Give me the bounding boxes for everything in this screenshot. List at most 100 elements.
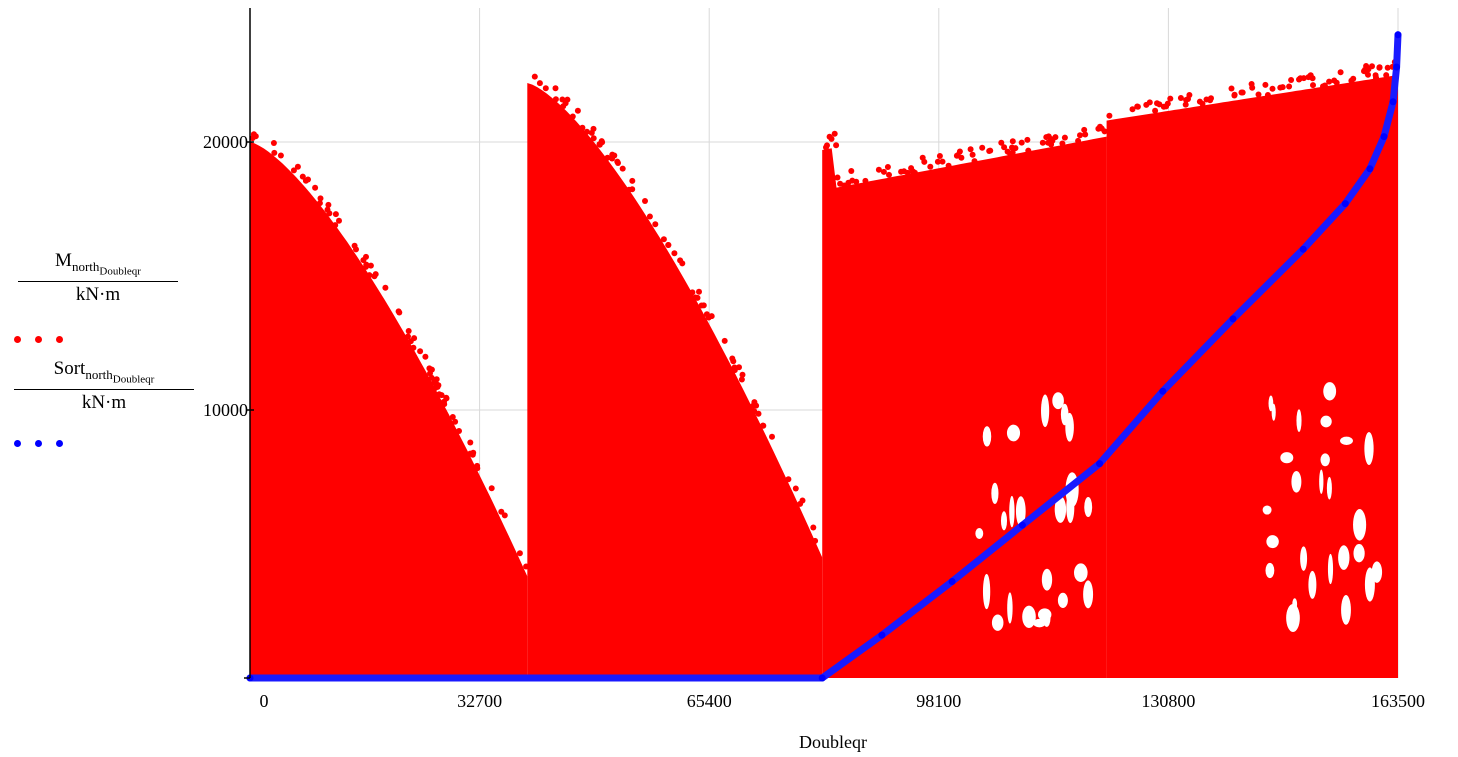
red-point [812,537,819,544]
series-m-north-points [249,59,1398,679]
red-point [958,154,965,161]
red-point [615,160,621,166]
red-point [1001,144,1008,151]
red-point [1248,81,1255,87]
red-point [1231,92,1238,99]
red-point [1279,84,1286,91]
red-point [436,391,443,398]
blue-point [1229,315,1237,323]
red-point [696,288,702,295]
red-point [467,439,474,446]
red-point [1152,107,1159,114]
sparse-gap [1262,505,1272,515]
red-point [362,263,369,270]
red-point [987,147,994,154]
red-point [833,142,840,149]
sparse-gap [1015,496,1026,527]
red-point [1300,75,1307,82]
red-point [1321,82,1328,89]
red-point [880,168,887,175]
red-point [336,217,342,224]
sparse-gap [1041,394,1050,428]
x-axis-title: Doubleqr [799,732,867,752]
sparse-gap [1353,509,1367,541]
red-point [810,524,817,531]
red-point [410,344,417,351]
red-point [642,198,648,204]
red-point [619,165,626,172]
red-point [755,410,762,417]
red-point [831,130,838,137]
red-point [1106,112,1113,119]
red-point [750,402,756,409]
red-point [1012,145,1019,152]
red-point [738,376,745,383]
red-point [536,80,543,87]
red-point [249,135,256,142]
x-tick-label: 163500 [1371,691,1425,711]
sparse-gap [1364,567,1375,602]
x-tick-label: 65400 [687,691,732,711]
red-point [360,257,367,264]
red-point [604,154,611,161]
red-point [302,177,309,184]
sparse-gap [1338,545,1350,570]
legend-label-m-north: MnorthDoubleqr [55,250,141,278]
red-point [1326,78,1333,85]
red-point [434,383,441,390]
sparse-gap [1280,452,1294,464]
sparse-gap [1340,436,1353,445]
legend: MnorthDoubleqr kN·m SortnorthDoubleqr kN… [0,0,200,460]
red-point [1143,101,1150,108]
red-point [1362,66,1368,73]
red-point [1305,74,1312,81]
red-point [759,422,766,429]
red-point [1238,89,1245,96]
sparse-gap [1084,496,1093,518]
red-point [609,151,616,158]
sparse-gap [991,482,999,504]
red-point [443,395,450,402]
red-point [1024,136,1031,143]
sparse-gap [1065,412,1074,442]
red-point [1337,69,1344,76]
red-point [646,213,653,220]
red-point [1369,63,1375,70]
red-point [1269,85,1276,92]
red-point [769,433,775,440]
red-point [945,162,952,169]
red-point [792,485,799,492]
red-point [382,284,389,291]
red-point [730,358,737,365]
red-point [1154,100,1160,107]
red-point-cloud [250,142,528,678]
red-point [294,163,301,170]
red-point [934,158,941,165]
red-point [971,158,978,165]
red-point [824,142,830,149]
sparse-gap [991,614,1004,631]
blue-point [878,631,886,639]
red-point [1059,140,1066,147]
red-point [979,144,986,151]
red-point [665,242,672,248]
red-point [271,149,278,156]
red-point [629,177,636,184]
red-point [1177,95,1184,101]
red-point [671,250,678,257]
red-point-cloud [527,83,823,678]
red-point [875,166,882,173]
red-point [574,107,581,114]
sparse-gap [1041,568,1053,591]
sparse-gap [1291,470,1302,493]
red-point [998,139,1005,146]
red-segment [527,73,823,678]
red-point [849,177,856,184]
red-point [679,260,686,267]
red-point [1101,128,1108,135]
blue-point [1389,98,1397,106]
sparse-gap [1271,403,1276,421]
x-tick-label: 130800 [1141,691,1195,711]
red-point [1384,64,1391,71]
sparse-gap [1074,563,1088,583]
